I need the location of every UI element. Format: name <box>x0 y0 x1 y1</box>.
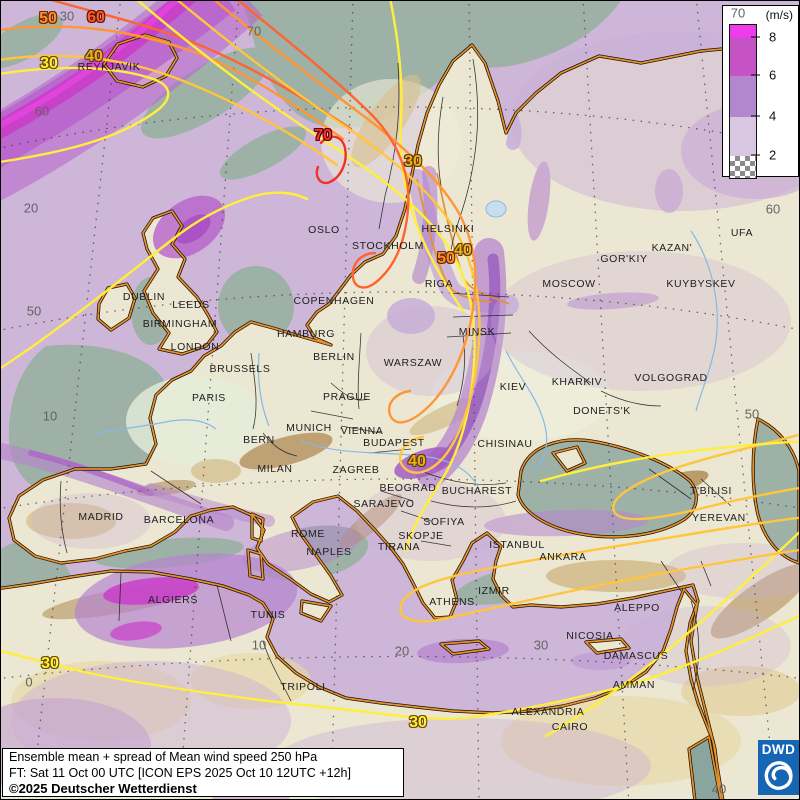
legend-color-segment <box>730 117 756 156</box>
legend-color-segment <box>730 76 756 117</box>
legend-tick-line <box>751 154 760 156</box>
legend-unit-label: (m/s) <box>765 8 793 22</box>
dwd-spiral-icon <box>764 761 793 790</box>
legend-tick-line <box>751 115 760 117</box>
country-borders <box>59 58 732 702</box>
wind-speed-contours <box>1 1 799 738</box>
rivers <box>95 230 718 490</box>
legend-tick: 2 <box>751 148 776 163</box>
legend-tick-line <box>751 36 760 38</box>
legend-ticks: 8 6 4 2 <box>723 6 798 176</box>
product-title: Ensemble mean + spread of Mean wind spee… <box>9 750 318 764</box>
legend-tick: 8 <box>751 30 776 45</box>
legend-tick: 6 <box>751 68 776 83</box>
product-forecast-time: FT: Sat 11 Oct 00 UTC [ICON EPS 2025 Oct… <box>9 765 351 780</box>
legend-tick: 4 <box>751 109 776 124</box>
legend-color-segment <box>730 25 756 38</box>
product-copyright: ©2025 Deutscher Wetterdienst <box>9 781 197 796</box>
legend-color-segment <box>730 38 756 76</box>
dwd-logo: DWD <box>758 740 799 795</box>
product-info-box: Ensemble mean + spread of Mean wind spee… <box>2 748 404 797</box>
legend-tick-line <box>751 74 760 76</box>
legend-color-segment <box>730 156 756 178</box>
legend-color-bar <box>729 24 757 179</box>
spread-legend: (m/s) 8 6 4 2 <box>722 5 799 179</box>
dwd-logo-text: DWD <box>761 742 796 757</box>
